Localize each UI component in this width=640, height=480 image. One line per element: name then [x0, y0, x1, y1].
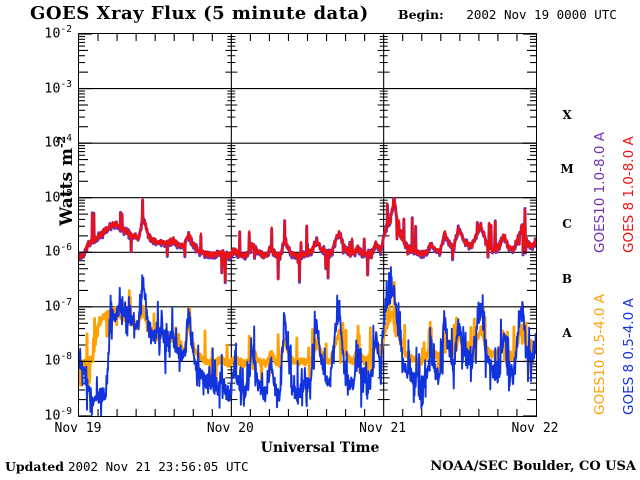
begin-value: 2002 Nov 19 0000 UTC [466, 7, 617, 22]
y-tick-label: 10-4 [26, 134, 72, 150]
chart-canvas [79, 34, 536, 416]
y-tick-mantissa: 10 [44, 298, 61, 315]
x-tick-label: Nov 19 [54, 421, 102, 436]
y-tick-exponent: -8 [60, 351, 72, 363]
credit-text: NOAA/SEC Boulder, CO USA [430, 459, 636, 474]
y-tick-exponent: -7 [60, 296, 72, 308]
y-tick-label: 10-9 [26, 407, 72, 423]
series-goes8-short [79, 266, 536, 416]
chart-plot-area [78, 33, 537, 417]
flare-class-x: X [562, 107, 572, 122]
flare-class-c: C [562, 217, 572, 231]
begin-time: Begin: 2002 Nov 19 0000 UTC [398, 7, 617, 22]
series-goes8-long [79, 197, 536, 282]
series-goes10-short [79, 281, 536, 390]
legend-goes10-long: GOES10 1.0-8.0 A [592, 132, 608, 253]
y-tick-label: 10-5 [26, 187, 72, 206]
y-tick-exponent: -6 [60, 242, 72, 254]
y-tick-mantissa: 10 [44, 407, 61, 424]
y-tick-label: 10-3 [26, 78, 72, 97]
y-tick-exponent: -9 [60, 406, 72, 417]
y-tick-mantissa: 10 [44, 189, 61, 206]
y-tick-mantissa: 10 [44, 134, 61, 151]
updated-label: Updated [5, 459, 64, 474]
y-tick-mantissa: 10 [44, 243, 61, 260]
x-tick-label: Nov 21 [359, 421, 407, 436]
y-axis-title: Watts m-2 [55, 101, 77, 261]
flare-class-b: B [561, 271, 573, 286]
x-axis-title: Universal Time [260, 440, 380, 456]
y-tick-label: 10-6 [26, 243, 72, 259]
y-tick-exponent: -3 [60, 78, 72, 90]
flare-class-a: A [562, 326, 572, 341]
flare-class-m: M [560, 162, 574, 177]
x-tick-label: Nov 20 [206, 421, 254, 436]
page-title: GOES Xray Flux (5 minute data) [30, 3, 369, 24]
y-tick-exponent: -2 [60, 24, 72, 35]
y-tick-label: 10-8 [26, 352, 72, 368]
y-tick-exponent: -4 [60, 133, 72, 145]
y-tick-mantissa: 10 [44, 25, 61, 42]
legend-goes10-short: GOES10 0.5-4.0 A [592, 294, 608, 415]
y-tick-exponent: -5 [60, 187, 72, 199]
legend-goes8-long: GOES 8 1.0-8.0 A [621, 136, 637, 253]
y-tick-mantissa: 10 [44, 80, 61, 97]
updated-value: 2002 Nov 21 23:56:05 UTC [67, 459, 249, 474]
legend-goes8-short: GOES 8 0.5-4.0 A [621, 298, 637, 415]
begin-label: Begin: [398, 7, 444, 22]
updated-stamp: Updated 2002 Nov 21 23:56:05 UTC [5, 459, 249, 474]
y-tick-mantissa: 10 [44, 352, 61, 369]
x-tick-label: Nov 22 [511, 421, 559, 436]
y-tick-label: 10-7 [26, 298, 72, 314]
y-tick-label: 10-2 [26, 25, 72, 41]
